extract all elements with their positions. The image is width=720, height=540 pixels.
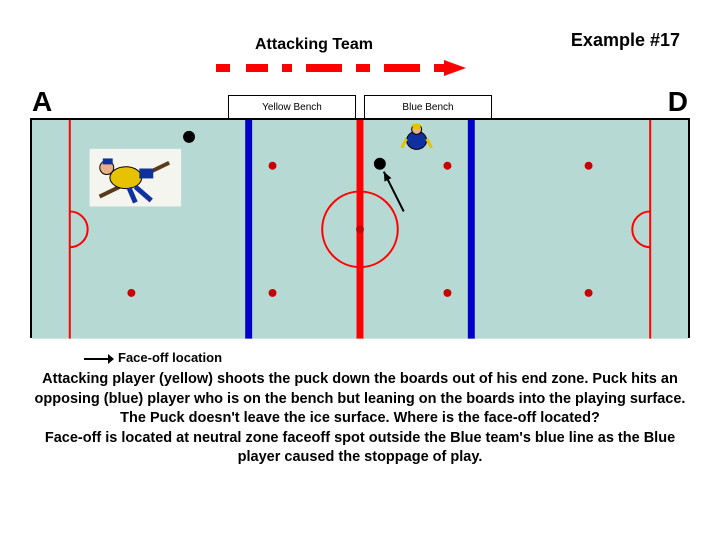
attack-direction-arrow	[210, 60, 510, 80]
player-yellow-icon	[90, 149, 181, 207]
zone-label-d: D	[668, 86, 688, 118]
zone-label-a: A	[32, 86, 52, 118]
yellow-bench: Yellow Bench	[228, 95, 356, 119]
example-label: Example #17	[571, 30, 680, 51]
rink	[30, 118, 690, 338]
blue-bench: Blue Bench	[364, 95, 492, 119]
body-text: Attacking player (yellow) shoots the puc…	[30, 370, 690, 468]
faceoff-arrow-icon	[82, 352, 114, 366]
faceoff-location-label: Face-off location	[118, 350, 222, 365]
attacking-team-label: Attacking Team	[255, 36, 373, 54]
ice-surface	[32, 120, 688, 339]
